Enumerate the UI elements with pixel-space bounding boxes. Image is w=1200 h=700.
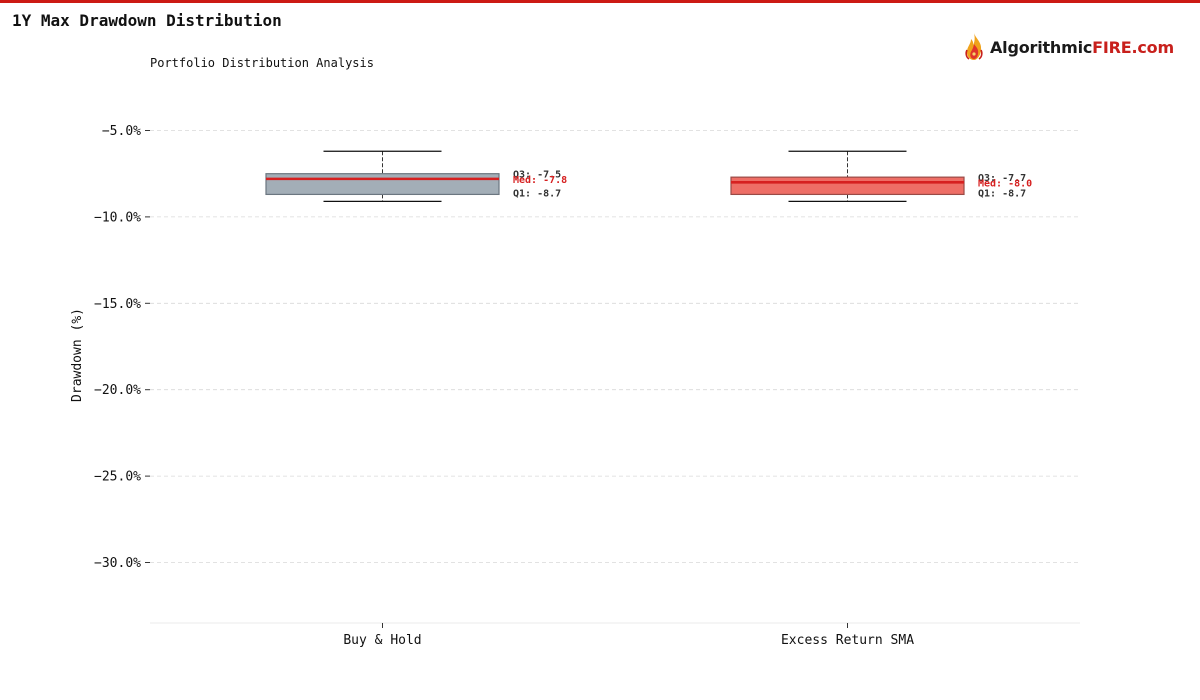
iqr-box: [265, 173, 500, 196]
page-title: 1Y Max Drawdown Distribution: [12, 11, 282, 30]
chart-subtitle: Portfolio Distribution Analysis: [150, 56, 374, 70]
brand-logo: AlgorithmicFIRE.com: [962, 32, 1174, 62]
x-tick-label: Buy & Hold: [343, 633, 421, 648]
flame-icon: [965, 33, 983, 60]
q1-label: Q1: -8.7: [978, 188, 1026, 199]
y-tick-label: −5.0%: [102, 124, 141, 139]
median-label: Med: -8.0: [978, 178, 1032, 189]
brand-name-part1: Algorithmic: [990, 37, 1093, 57]
y-axis-label: Drawdown (%): [70, 308, 85, 402]
grid-lines: [150, 130, 1080, 563]
y-tick-label: −25.0%: [94, 470, 141, 485]
iqr-box: [730, 176, 965, 196]
y-tick-label: −15.0%: [94, 297, 141, 312]
y-tick-label: −10.0%: [94, 210, 141, 225]
brand-name: AlgorithmicFIRE.com: [990, 38, 1174, 57]
x-axis: Buy & Hold Excess Return SMA: [150, 622, 1080, 648]
x-tick-label: Excess Return SMA: [781, 633, 914, 648]
y-axis: −5.0% −10.0% −15.0% −20.0% −25.0% −30.0%: [94, 124, 150, 571]
y-tick-label: −30.0%: [94, 556, 141, 571]
top-accent-bar: [0, 0, 1200, 3]
y-tick-label: −20.0%: [94, 383, 141, 398]
brand-name-part2: FIRE.com: [1092, 37, 1174, 57]
q3-label: Q3: -7.7: [978, 173, 1026, 184]
q3-label: Q3: -7.5: [513, 170, 561, 181]
q1-label: Q1: -8.7: [513, 188, 561, 199]
median-label: Med: -7.8: [513, 175, 567, 186]
